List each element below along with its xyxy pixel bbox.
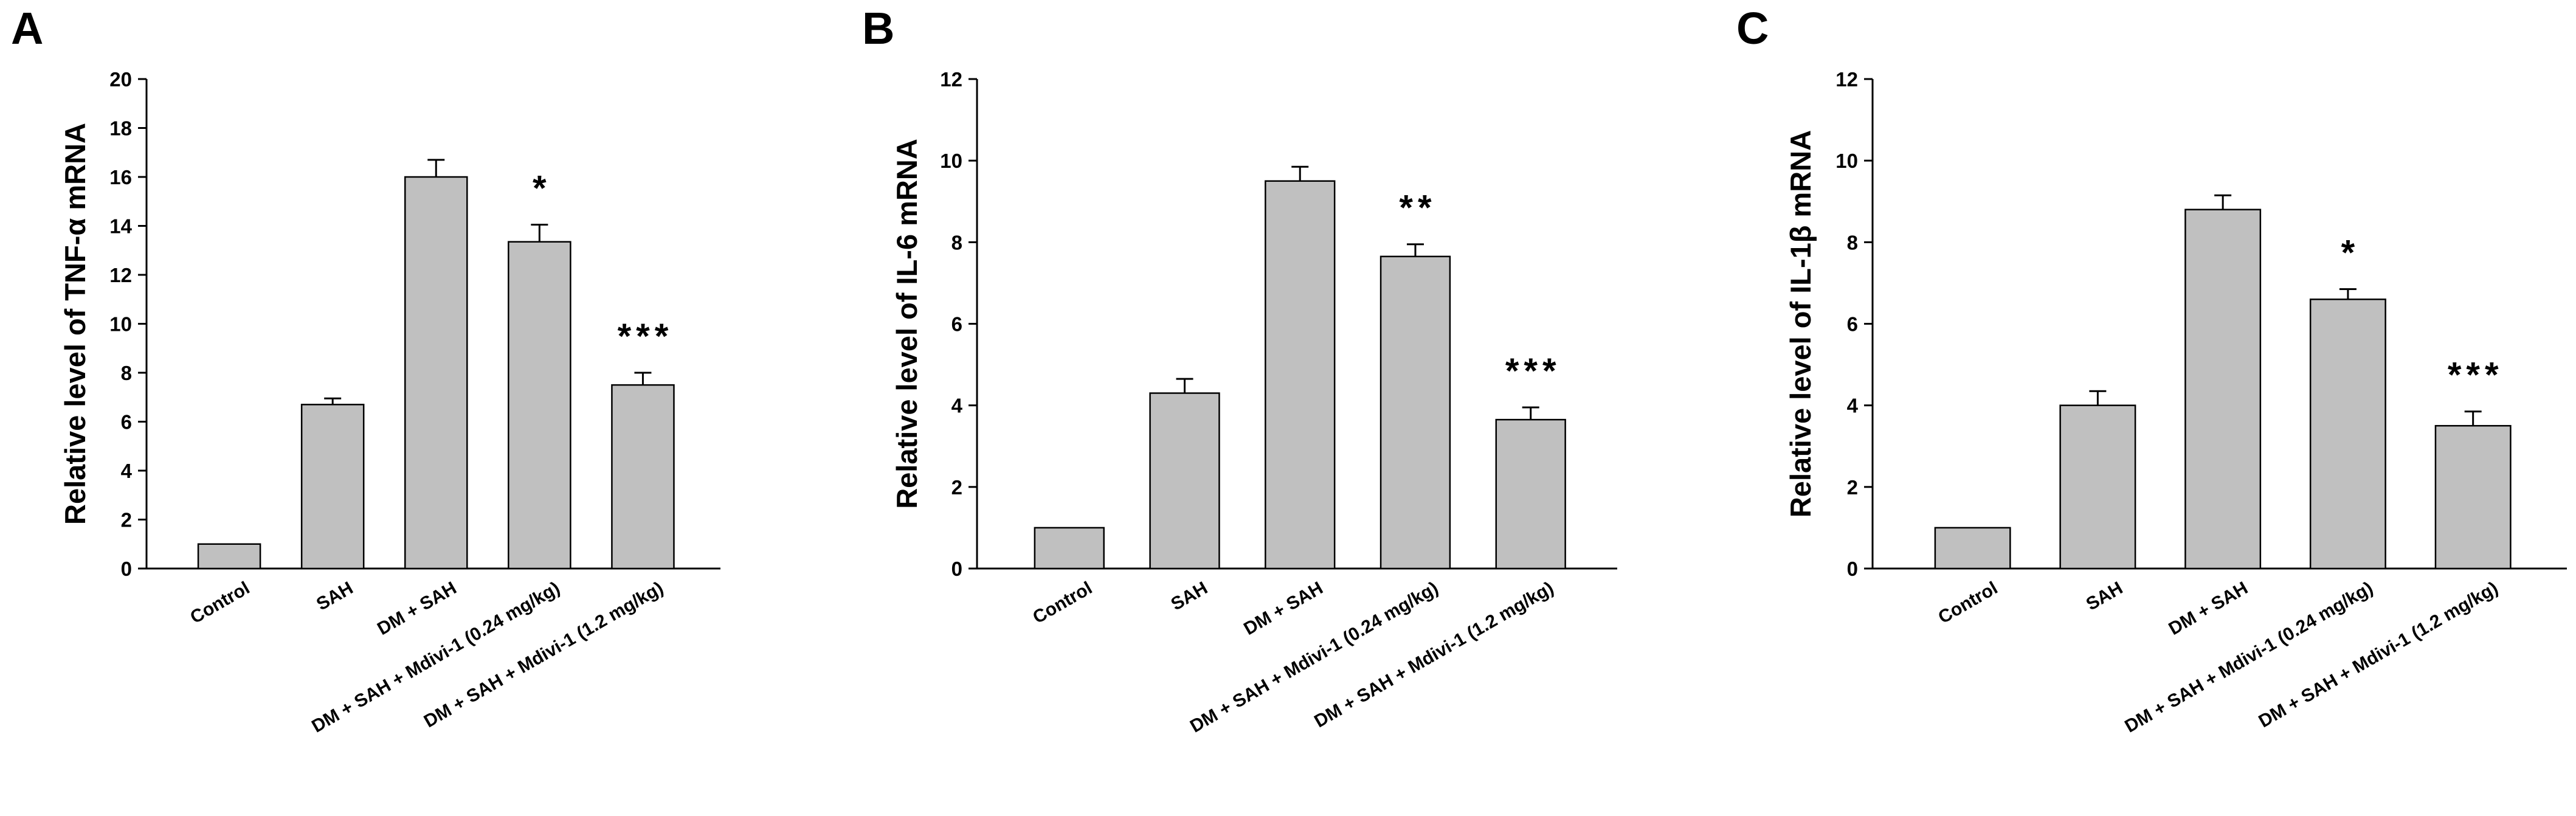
y-tick-label: 4	[1847, 395, 1859, 417]
y-tick-label: 8	[1847, 231, 1858, 254]
bar	[1380, 255, 1451, 570]
bar	[197, 543, 261, 570]
y-tick-label: 12	[1835, 68, 1858, 91]
chart-panel-c: C 0 2 4 6 8 10 12 Relative level of IL-1β mRNA Co…	[1736, 3, 2567, 737]
category-label: SAH	[1167, 578, 1210, 614]
y-axis-label: Relative level of IL-6 mRNA	[891, 139, 923, 509]
category-label: DM + SAH + Mdivi-1 (1.2 mg/kg)	[2256, 578, 2502, 731]
bar	[2434, 424, 2512, 570]
bar	[611, 384, 675, 570]
y-axis-label: Relative level of IL-1β mRNA	[1784, 130, 1817, 517]
y-tick-label: 0	[1847, 558, 1858, 580]
bar	[1265, 180, 1336, 570]
bar	[404, 176, 468, 570]
bar	[300, 404, 365, 570]
y-tick-label: 14	[109, 215, 132, 238]
y-tick-label: 10	[109, 313, 132, 336]
y-tick-label: 6	[121, 411, 132, 434]
y-axis-label: Relative level of TNF-α mRNA	[59, 123, 91, 525]
y-tick-label: 10	[1835, 150, 1858, 172]
bar	[1934, 527, 2011, 570]
significance-label: *	[2341, 233, 2360, 272]
y-tick-label: 10	[940, 150, 962, 172]
category-label: Control	[187, 578, 253, 628]
bar	[2309, 299, 2386, 570]
category-label: DM + SAH	[1240, 578, 1326, 639]
chart-panel-b: B 0 2 4 6 8 10 12 Relative level of IL-6 mRNA Con…	[862, 3, 1617, 737]
y-tick-label: 12	[940, 68, 962, 91]
category-label: DM + SAH	[374, 578, 460, 639]
bar	[1495, 418, 1566, 570]
chart-panel-a: A 0 2 4 6 8 10 12 14 16 18 20 Relative level of TNF-…	[11, 3, 720, 737]
significance-label: **	[1399, 188, 1436, 228]
y-tick-label: 12	[109, 264, 132, 286]
panel-letter: B	[862, 3, 894, 54]
y-tick-label: 2	[951, 476, 962, 499]
category-label: DM + SAH	[2165, 578, 2251, 639]
y-tick-label: 8	[951, 231, 962, 254]
y-tick-label: 20	[109, 68, 132, 91]
bar	[1149, 392, 1220, 570]
significance-label: ***	[1505, 351, 1561, 391]
y-tick-label: 2	[121, 509, 132, 531]
category-label: Control	[1935, 578, 2001, 628]
y-tick-label: 0	[121, 558, 132, 580]
significance-label: *	[533, 168, 551, 208]
category-label: Control	[1029, 578, 1096, 628]
category-label: SAH	[313, 578, 356, 614]
y-tick-label: 0	[951, 558, 962, 580]
y-tick-label: 4	[121, 460, 133, 482]
significance-label: ***	[2448, 356, 2504, 395]
y-tick-label: 2	[1847, 476, 1858, 499]
y-tick-label: 6	[1847, 313, 1858, 336]
bar	[2059, 404, 2136, 570]
y-tick-label: 6	[951, 313, 962, 336]
y-tick-label: 16	[109, 166, 132, 188]
y-tick-label: 4	[951, 395, 963, 417]
category-label: DM + SAH + Mdivi-1 (1.2 mg/kg)	[1311, 578, 1557, 731]
y-tick-label: 18	[109, 117, 132, 140]
bar	[1034, 527, 1105, 570]
category-label: DM + SAH + Mdivi-1 (0.24 mg/kg)	[2121, 578, 2376, 736]
panel-letter: C	[1736, 3, 1769, 54]
y-tick-label: 8	[121, 362, 132, 384]
significance-label: ***	[618, 317, 674, 356]
bar	[508, 241, 571, 570]
category-label: SAH	[2083, 578, 2126, 614]
bar	[2184, 209, 2262, 570]
panel-letter: A	[11, 3, 43, 54]
